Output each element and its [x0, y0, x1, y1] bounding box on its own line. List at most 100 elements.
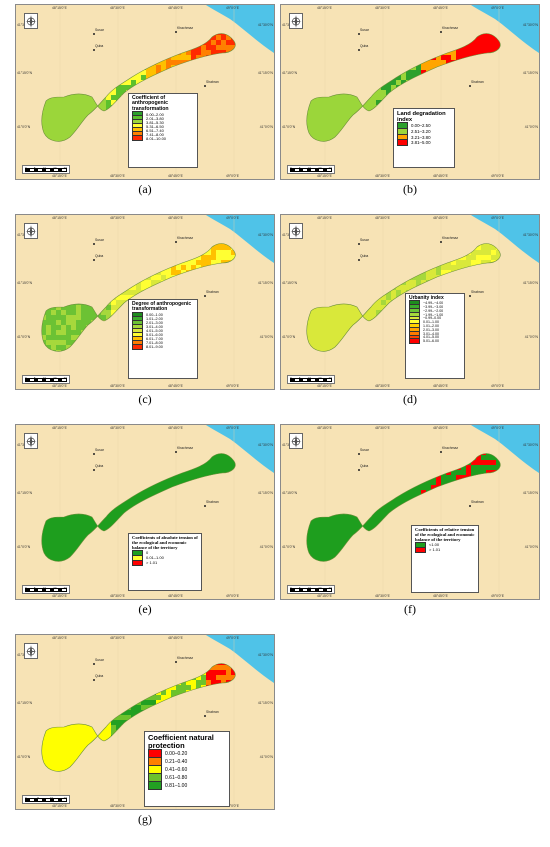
region-cell-b	[321, 55, 327, 61]
region-cell-c	[126, 260, 132, 266]
city-marker	[358, 49, 360, 51]
region-cell-a	[146, 35, 152, 41]
region-cell-a	[96, 110, 102, 116]
region-cell-a	[86, 75, 92, 81]
region-cell-b	[381, 125, 387, 131]
region-cell-b	[476, 90, 482, 96]
region-cell-d	[361, 280, 367, 286]
region-cell-d	[301, 275, 306, 280]
region-cell-a	[201, 70, 207, 76]
region-cell-d	[396, 330, 402, 336]
region-cell-c	[201, 270, 207, 276]
region-cell-b	[411, 90, 417, 96]
region-cell-e	[121, 525, 127, 531]
region-cell-a	[231, 85, 236, 91]
region-cell-b	[386, 70, 392, 76]
region-cell-a	[216, 40, 222, 46]
region-cell-b	[381, 25, 386, 30]
region-cell-d	[421, 243, 427, 246]
region-cell-e	[156, 453, 162, 456]
region-cell-a	[196, 35, 202, 41]
region-cell-c	[121, 295, 127, 301]
region-cell-e	[81, 480, 87, 486]
region-cell-a	[156, 80, 162, 86]
region-cell-e	[121, 520, 127, 526]
region-cell-e	[56, 560, 62, 562]
region-cell-b	[351, 110, 357, 116]
region-cell-d	[496, 265, 501, 271]
region-cell-b	[461, 35, 467, 41]
region-cell-c	[206, 260, 212, 266]
region-cell-b	[316, 80, 322, 86]
region-cell-c	[91, 355, 96, 360]
region-cell-b	[386, 50, 392, 56]
region-cell-c	[201, 355, 206, 360]
region-cell-a	[101, 65, 107, 71]
region-cell-b	[496, 45, 501, 51]
region-cell-e	[41, 495, 47, 501]
region-cell-e	[96, 530, 102, 536]
region-cell-b	[346, 70, 352, 76]
region-cell-e	[121, 485, 127, 491]
region-cell-e	[96, 560, 102, 562]
region-cell-a	[191, 35, 197, 41]
region-cell-b	[301, 85, 306, 90]
region-cell-a	[161, 35, 167, 41]
region-cell-e	[121, 560, 127, 562]
region-cell-c	[56, 295, 62, 301]
region-cell-d	[486, 355, 491, 360]
region-cell-c	[176, 260, 182, 266]
region-cell-a	[166, 80, 172, 86]
region-cell-b	[381, 90, 387, 96]
region-cell-b	[496, 90, 501, 96]
region-cell-d	[351, 300, 357, 306]
region-cell-c	[181, 280, 187, 286]
region-cell-c	[196, 245, 202, 251]
region-cell-a	[41, 115, 47, 121]
region-cell-a	[221, 35, 227, 41]
map-canvas	[36, 425, 274, 599]
latitude-tick-label: 41°30'0"N	[522, 23, 538, 27]
region-cell-d	[381, 340, 387, 346]
region-cell-b	[476, 95, 482, 101]
region-cell-c	[166, 285, 172, 291]
region-cell-c	[46, 265, 52, 271]
region-cell-d	[341, 300, 347, 306]
region-cell-e	[71, 535, 77, 541]
region-cell-d	[406, 243, 412, 246]
region-cell-b	[311, 70, 317, 76]
region-cell-b	[311, 75, 317, 81]
region-cell-d	[491, 355, 496, 360]
region-cell-b	[401, 25, 406, 30]
region-cell-c	[221, 275, 227, 281]
region-cell-b	[361, 95, 367, 101]
region-cell-e	[76, 530, 82, 536]
region-cell-d	[336, 330, 342, 336]
region-cell-a	[116, 40, 122, 46]
region-cell-c	[91, 345, 97, 351]
region-cell-a	[171, 60, 177, 66]
region-cell-c	[56, 250, 62, 256]
region-cell-c	[146, 260, 152, 266]
region-cell-e	[106, 535, 112, 541]
region-cell-e	[36, 495, 41, 500]
region-cell-c	[81, 265, 87, 271]
region-cell-d	[316, 280, 322, 286]
region-cell-b	[331, 35, 337, 41]
region-cell-a	[111, 40, 117, 46]
region-cell-d	[326, 280, 332, 286]
region-cell-d	[366, 345, 372, 351]
region-cell-c	[236, 260, 241, 265]
region-cell-b	[336, 70, 342, 76]
region-cell-c	[41, 335, 47, 341]
region-cell-b	[301, 90, 306, 95]
region-cell-c	[46, 305, 52, 311]
region-cell-a	[121, 140, 127, 142]
region-cell-d	[311, 325, 317, 331]
region-cell-d	[476, 275, 482, 281]
region-cell-a	[196, 25, 201, 30]
region-cell-d	[311, 350, 317, 352]
region-cell-c	[181, 285, 187, 291]
region-cell-b	[491, 100, 497, 106]
region-cell-a	[186, 75, 192, 81]
